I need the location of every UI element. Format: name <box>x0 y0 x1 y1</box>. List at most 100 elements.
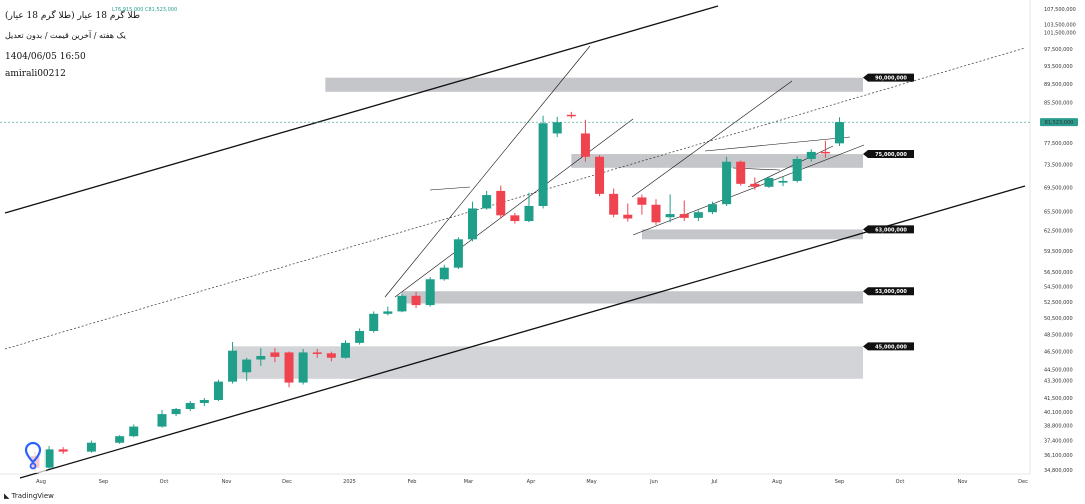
candle <box>326 351 336 362</box>
time-tick-label: Aug <box>772 479 782 485</box>
candle-body <box>609 193 619 215</box>
candle-body <box>778 180 788 183</box>
price-tick-label: 50,500,000 <box>1044 316 1073 322</box>
tradingview-logo-icon: ◣ <box>4 492 12 500</box>
candle-body <box>242 359 252 373</box>
candle <box>750 177 760 190</box>
candle-body <box>792 158 802 181</box>
candle-body <box>298 352 308 383</box>
rally-trend-line-1 <box>384 45 591 298</box>
candle-body <box>510 215 520 222</box>
range-bottom-line <box>632 144 865 236</box>
price-tick-label: 77,500,000 <box>1044 141 1073 147</box>
candle-body <box>468 208 478 240</box>
candle-body <box>750 183 760 187</box>
candle <box>44 446 54 469</box>
candle <box>157 410 167 428</box>
level-label-bg <box>863 73 914 82</box>
last-price-tag: 81,523,000 <box>1040 118 1078 127</box>
candle-body <box>820 151 830 154</box>
level-label-text: 90,000,000 <box>875 76 907 82</box>
candle <box>340 340 350 359</box>
price-tick-label: 65,500,000 <box>1044 210 1073 216</box>
price-tick-label: 56,500,000 <box>1044 270 1073 276</box>
candle-body <box>369 313 379 331</box>
price-axis[interactable]: 107,500,000 103,500,000 101,500,000 97,500,… <box>1044 7 1076 474</box>
time-tick-label: Dec <box>1018 479 1028 485</box>
candle <box>651 199 661 225</box>
time-tick-label: May <box>586 479 596 485</box>
candle-body <box>383 311 393 314</box>
price-tick-label: 41,500,000 <box>1044 396 1073 402</box>
price-tick-label: 43,300,000 <box>1044 379 1073 385</box>
candle <box>707 201 717 215</box>
candle-body <box>552 122 562 134</box>
candle <box>778 176 788 187</box>
candle-body <box>637 197 647 205</box>
candle <box>806 149 816 162</box>
price-tick-label: 36,100,000 <box>1044 453 1073 459</box>
candle <box>284 351 294 388</box>
candle <box>609 188 619 218</box>
candle <box>496 185 506 219</box>
candle-body <box>157 414 167 427</box>
rally-trend-line-2 <box>394 118 634 298</box>
candle-body <box>439 267 449 280</box>
level-label-bg <box>863 225 914 234</box>
time-tick-label: Aug <box>36 479 46 485</box>
zone-45,000,000 <box>232 346 863 379</box>
price-tick-label: 93,500,000 <box>1044 64 1073 70</box>
candle <box>298 348 308 385</box>
candle-body <box>496 190 506 216</box>
candle <box>693 210 703 222</box>
price-tick-label: 38,800,000 <box>1044 424 1073 430</box>
level-label-bg <box>863 287 914 296</box>
candle-body <box>595 156 605 194</box>
candle-body <box>397 295 407 312</box>
candle <box>552 116 562 138</box>
trend-lines <box>4 5 1026 479</box>
time-tick-label: Oct <box>896 479 905 485</box>
level-label: 75,000,000 <box>863 150 914 159</box>
candle-body <box>425 279 435 306</box>
candle <box>312 348 322 358</box>
candle-body <box>199 400 209 403</box>
mid-channel-dashed-line <box>4 47 1026 350</box>
time-axis[interactable]: Aug Sep Oct Nov Dec 2025 Feb Mar Apr May Jun Jul Aug… <box>36 479 1028 485</box>
candle-body <box>707 204 717 213</box>
level-label-text: 63,000,000 <box>875 227 907 233</box>
candle <box>242 357 252 381</box>
price-tick-label: 85,500,000 <box>1044 101 1073 107</box>
candle <box>228 342 238 384</box>
last-price-tag-text: 81,523,000 <box>1045 120 1074 126</box>
candle <box>792 156 802 183</box>
price-tick-label: 52,500,000 <box>1044 300 1073 306</box>
price-tick-label: 89,500,000 <box>1044 82 1073 88</box>
level-label-text: 53,000,000 <box>875 289 907 295</box>
candle <box>736 160 746 186</box>
candle-body <box>566 114 576 117</box>
candle-body <box>256 355 266 360</box>
price-tick-label: 37,400,000 <box>1044 439 1073 445</box>
chart-settings-text: یک هفته / آخرین قیمت / بدون تعدیل <box>5 31 126 40</box>
time-tick-label: Sep <box>835 479 844 485</box>
candle <box>510 212 520 224</box>
candle <box>270 348 280 363</box>
wedge-top-line <box>704 136 851 152</box>
candle-body <box>326 353 336 358</box>
candle-body <box>764 178 774 187</box>
price-tick-label: 40,100,000 <box>1044 410 1073 416</box>
candle-body <box>129 426 139 437</box>
candle-body <box>453 239 463 268</box>
candle <box>58 447 68 454</box>
level-label-bg <box>863 342 914 351</box>
pin-icon[interactable] <box>20 439 46 477</box>
candle <box>115 435 125 444</box>
candle <box>623 203 633 222</box>
time-tick-label: Jun <box>649 479 658 485</box>
last-price-tag-bg <box>1040 118 1078 127</box>
time-tick-label: Jul <box>710 479 717 485</box>
time-tick-label: Dec <box>282 479 292 485</box>
price-tick-label: 73,500,000 <box>1044 162 1073 168</box>
